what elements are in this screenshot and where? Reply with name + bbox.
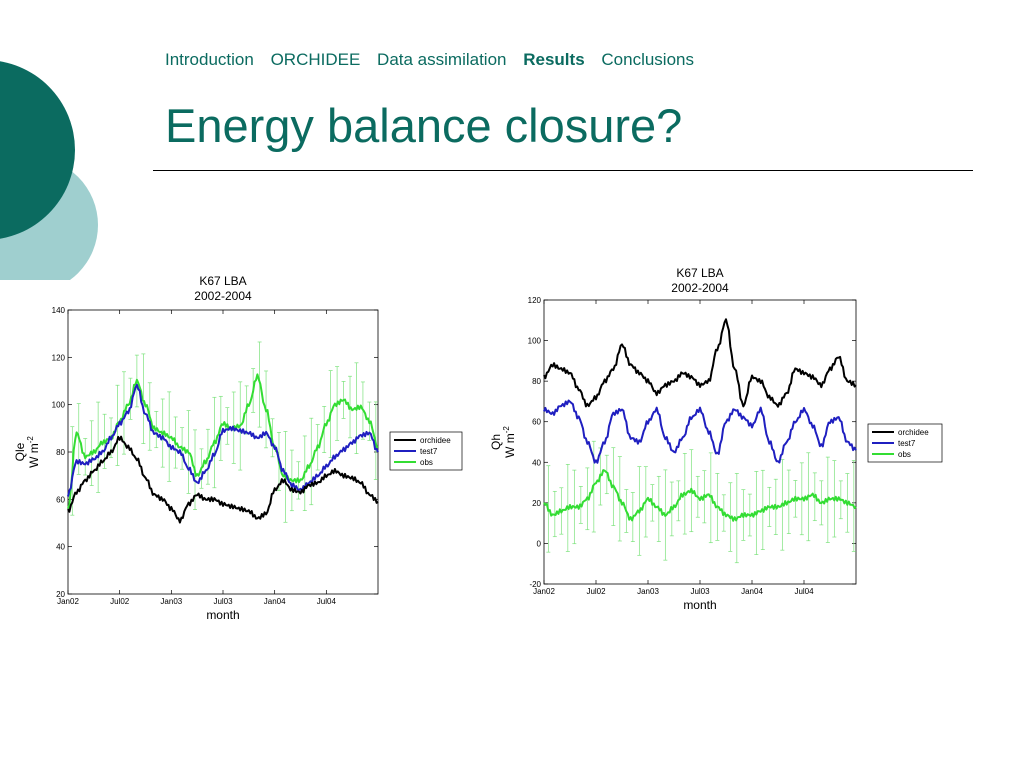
chart1-series-test7	[543, 399, 857, 464]
chart1-ylabel-unit-exponent: -2	[502, 426, 511, 434]
section-nav: Introduction ORCHIDEE Data assimilation …	[165, 50, 706, 70]
chart1-ytick-label: 100	[528, 337, 542, 346]
chart0-xtick-label: Jul02	[110, 597, 130, 606]
chart1-ytick-label: 120	[528, 296, 542, 305]
chart0-legend-label-orchidee: orchidee	[420, 436, 451, 445]
chart1-series-orchidee	[543, 318, 857, 408]
chart1-ylabel-unit-main: W m	[503, 433, 517, 458]
chart0-ytick-label: 120	[52, 353, 66, 362]
chart1-legend-label-obs: obs	[898, 450, 911, 459]
chart0-ytick-label: 60	[56, 495, 65, 504]
nav-item-conclusions[interactable]: Conclusions	[601, 50, 694, 69]
chart1-ytick-label: 40	[532, 458, 541, 467]
chart1-plot-area	[543, 299, 857, 585]
chart1-legend-label-orchidee: orchidee	[898, 428, 929, 437]
chart0-ytick-label: 20	[56, 590, 65, 599]
chart1-xtick-label: Jan03	[637, 587, 659, 596]
chart1-series-obs	[543, 469, 857, 522]
chart0-ytick-label: 100	[52, 401, 66, 410]
chart1-ytick-label: 20	[532, 499, 541, 508]
chart0-ylabel: Qle	[13, 442, 27, 461]
chart1-ytick-label: 80	[532, 377, 541, 386]
chart1-ytick-label: 0	[537, 539, 542, 548]
nav-item-introduction[interactable]: Introduction	[165, 50, 254, 69]
nav-item-data-assimilation[interactable]: Data assimilation	[377, 50, 507, 69]
chart1-ytick-label: -20	[529, 580, 541, 589]
chart0-series-orchidee	[67, 435, 379, 524]
slide-title: Energy balance closure?	[165, 99, 683, 152]
chart0-xtick-label: Jan02	[57, 597, 79, 606]
decorative-circles	[0, 61, 98, 280]
chart0-title: K67 LBA	[199, 274, 246, 288]
title-divider	[153, 170, 973, 171]
chart1-xtick-label: Jul03	[690, 587, 710, 596]
chart0-ylabel-unit: W m-2	[26, 436, 41, 468]
chart1-xtick-label: Jul02	[586, 587, 606, 596]
chart0-subtitle: 2002-2004	[194, 289, 252, 303]
chart0-xlabel: month	[206, 608, 239, 622]
chart1-ylabel-unit: W m-2	[502, 426, 517, 458]
chart1-ylabel: Qh	[489, 434, 503, 450]
chart0-xtick-label: Jul03	[213, 597, 233, 606]
chart0-xtick-label: Jul04	[317, 597, 337, 606]
chart0-legend-label-obs: obs	[420, 458, 433, 467]
chart0-ytick-label: 80	[56, 448, 65, 457]
nav-item-orchidee[interactable]: ORCHIDEE	[270, 50, 361, 69]
chart1-subtitle: 2002-2004	[671, 281, 729, 295]
chart1-ytick-label: 60	[532, 418, 541, 427]
chart1-xlabel: month	[683, 598, 716, 612]
chart0-plot-area	[67, 309, 379, 595]
chart1-xtick-label: Jan04	[741, 587, 763, 596]
chart0-ytick-label: 140	[52, 306, 66, 315]
chart1-xtick-label: Jan02	[533, 587, 555, 596]
chart1-title: K67 LBA	[676, 266, 723, 280]
chart1-legend-label-test7: test7	[898, 439, 916, 448]
chart0-xtick-label: Jan03	[160, 597, 182, 606]
chart1-xtick-label: Jul04	[794, 587, 814, 596]
chart0-ylabel-unit-exponent: -2	[26, 436, 35, 444]
chart0-ytick-label: 40	[56, 543, 65, 552]
chart0-legend-label-test7: test7	[420, 447, 438, 456]
chart0-series-test7	[67, 383, 379, 497]
nav-item-results[interactable]: Results	[523, 50, 585, 69]
chart0-ylabel-unit-main: W m	[27, 443, 41, 468]
chart0-xtick-label: Jan04	[264, 597, 286, 606]
